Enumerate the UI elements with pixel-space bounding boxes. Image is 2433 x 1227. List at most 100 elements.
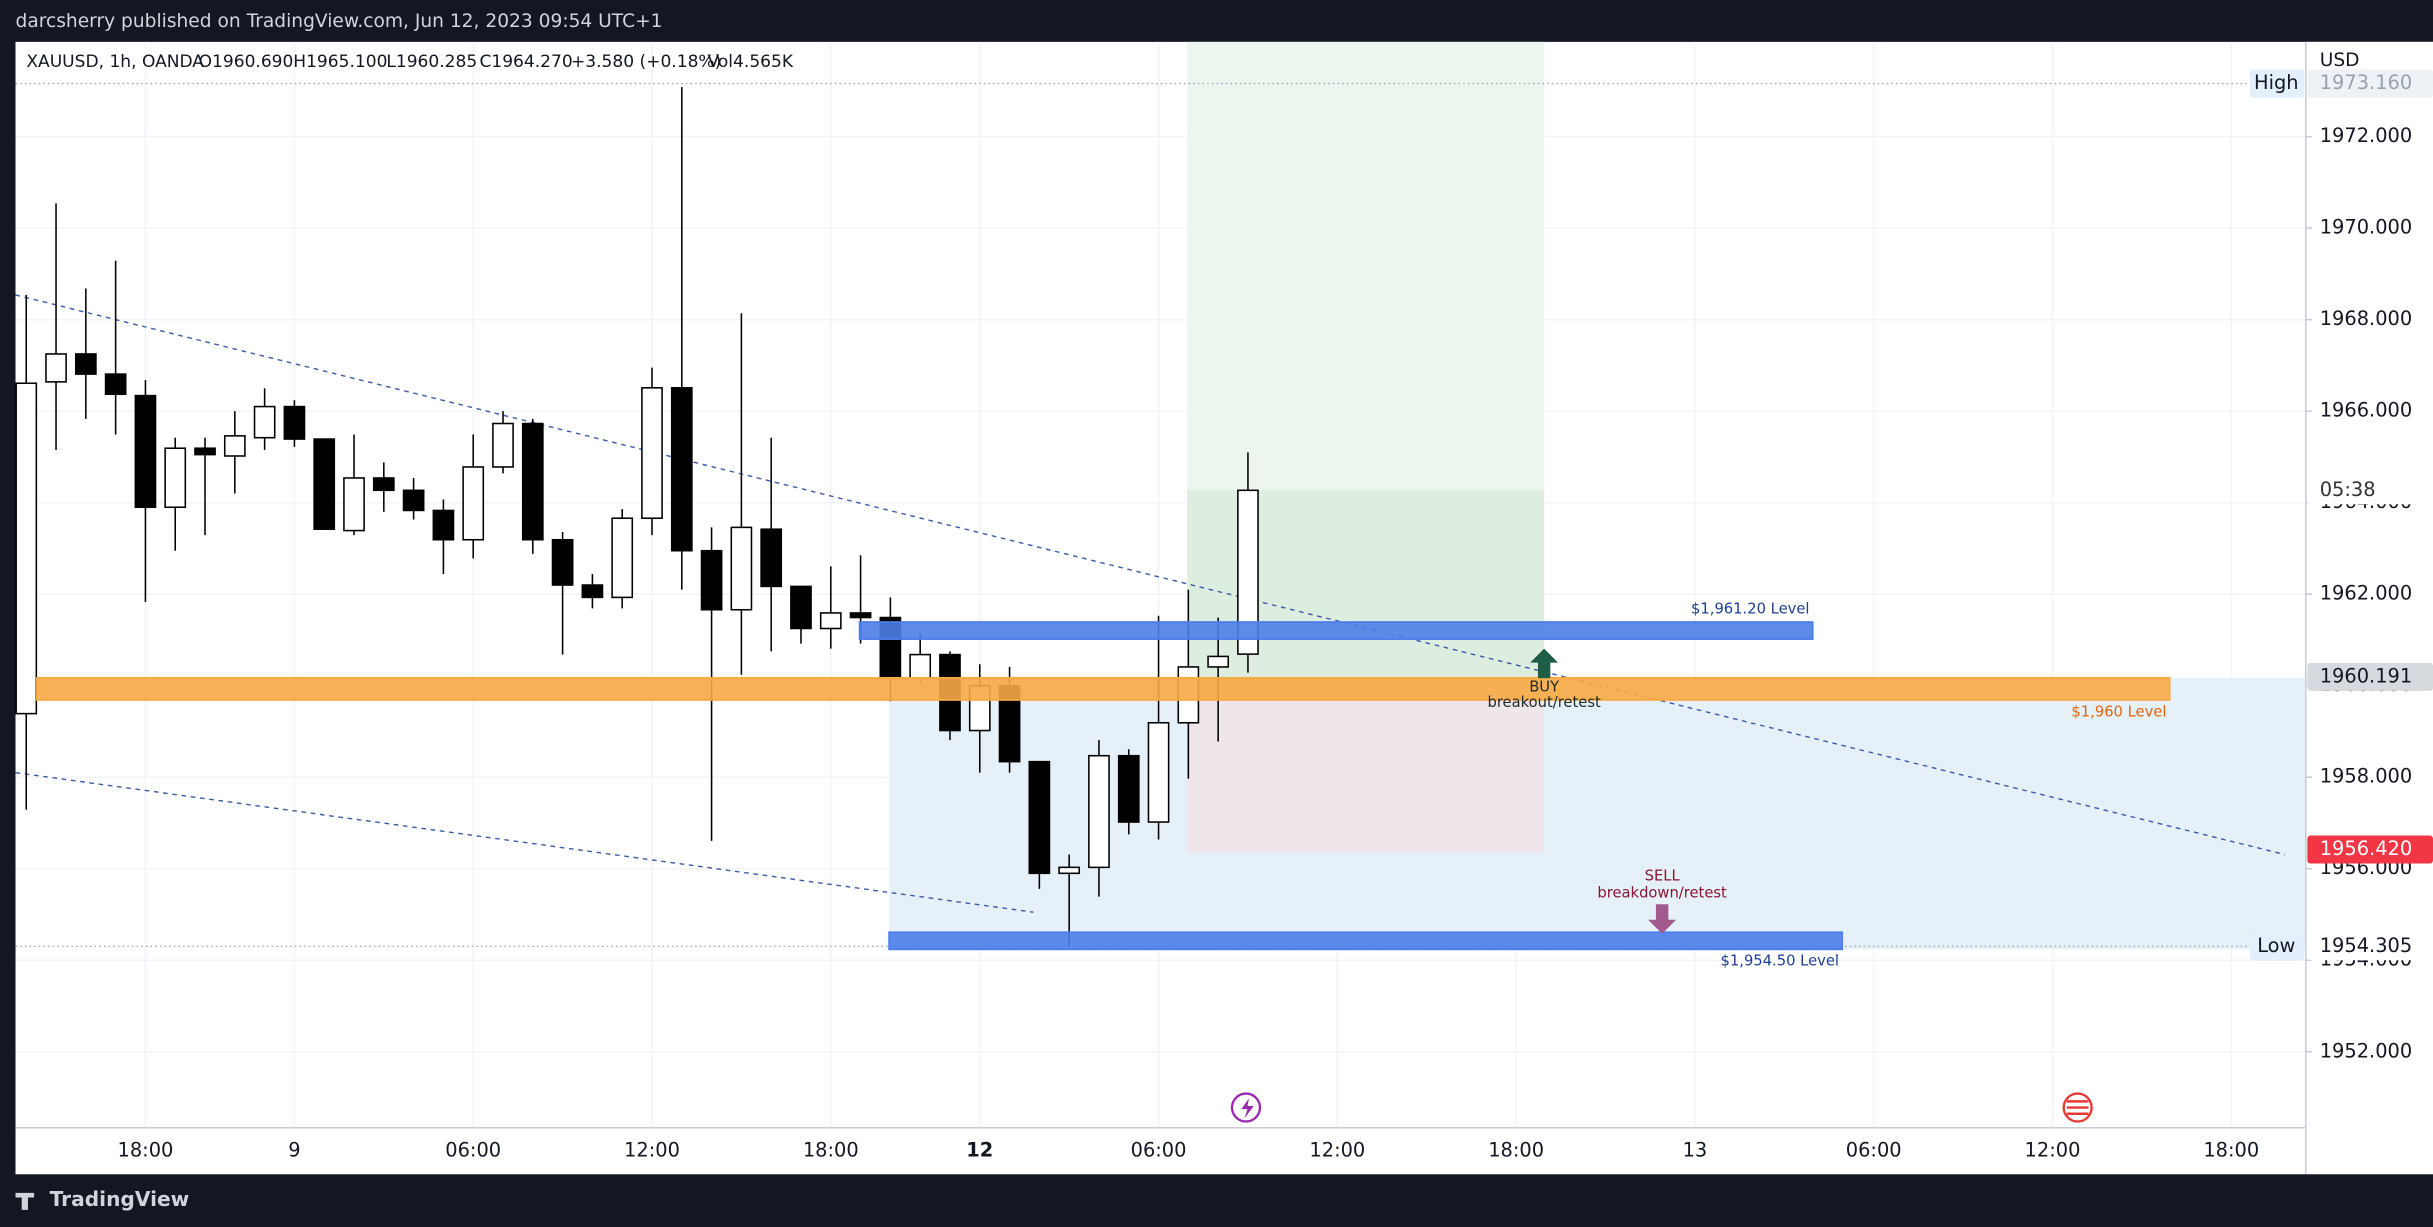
- signal-sublabel: breakout/retest: [1487, 694, 1601, 711]
- price-tag-box: [2249, 69, 2305, 98]
- candle-body: [462, 466, 485, 541]
- candle-body: [1058, 866, 1081, 875]
- trendline: [15, 771, 1034, 913]
- candle-body: [45, 353, 67, 383]
- price-tag: Low: [2257, 934, 2295, 957]
- level-zone: [36, 676, 2171, 701]
- level-label: $1,961.20 Level: [1691, 601, 1809, 618]
- candle-body: [611, 517, 634, 599]
- candle-body: [1028, 760, 1051, 875]
- candle-body: [1237, 489, 1259, 655]
- candle-body: [521, 422, 544, 541]
- brand-logo: [15, 1192, 35, 1210]
- trendline: [15, 294, 2286, 856]
- x-tick-label: 18:00: [118, 1138, 174, 1161]
- candle-body: [432, 509, 455, 541]
- candle-body: [760, 528, 783, 588]
- y-tick-label: 1958.000: [2320, 765, 2412, 788]
- signal-label: BUY: [1529, 678, 1560, 695]
- candle-body: [15, 382, 38, 715]
- candle-body: [372, 477, 395, 492]
- price-label: 05:38: [2320, 478, 2376, 501]
- event-icon-bolt: [1241, 1098, 1254, 1119]
- x-tick-label: 06:00: [1131, 1138, 1187, 1161]
- price-label-box: [2307, 835, 2433, 864]
- candle-body: [313, 438, 336, 530]
- x-tick-label: 9: [288, 1138, 300, 1161]
- candle-body: [134, 394, 157, 509]
- candle-body: [1207, 655, 1230, 668]
- ohlc-item: C1964.270: [479, 52, 572, 72]
- candle-body: [819, 612, 842, 630]
- level-zone: [888, 931, 1844, 951]
- signal-label: SELL: [1645, 867, 1681, 884]
- candle-body: [164, 447, 187, 509]
- price-label: 1956.420: [2320, 837, 2412, 860]
- price-label-box: [2307, 69, 2433, 98]
- candle-body: [670, 387, 693, 552]
- candle-body: [1147, 721, 1170, 823]
- x-tick-label: 12:00: [1309, 1138, 1365, 1161]
- candle-body: [253, 405, 276, 439]
- price-label-box: [2307, 476, 2433, 505]
- candle-body: [700, 549, 723, 611]
- x-tick-label: 13: [1683, 1138, 1708, 1161]
- x-tick-label: 18:00: [1488, 1138, 1544, 1161]
- ohlc-item: H1965.100: [293, 52, 387, 72]
- price-label: 1954.305: [2320, 934, 2412, 957]
- candle-body: [909, 653, 932, 679]
- x-tick-label: 12:00: [2025, 1138, 2081, 1161]
- ohlc-item: Vol4.565K: [708, 52, 794, 72]
- x-tick-label: 18:00: [2203, 1138, 2259, 1161]
- candle-body: [343, 477, 365, 532]
- price-tag-box: [2249, 932, 2305, 961]
- ohlc-item: L1960.285: [386, 52, 477, 72]
- candle-body: [581, 584, 604, 599]
- ohlc-item: +3.580 (+0.18%): [571, 52, 721, 72]
- publisher: darcsherry published on TradingView.com,…: [16, 11, 663, 32]
- candle-body: [551, 538, 574, 586]
- level-label: $1,960 Level: [2071, 703, 2166, 720]
- price-label-box: [2307, 662, 2433, 691]
- stop-zone: [1187, 677, 1545, 854]
- y-tick-label: 1966.000: [2320, 399, 2412, 422]
- candle-body: [1088, 754, 1110, 869]
- candle-body: [849, 612, 872, 619]
- brand: TradingView: [50, 1187, 190, 1211]
- candle-body: [790, 585, 812, 630]
- y-tick-label: 1952.000: [2320, 1039, 2412, 1062]
- candle-body: [1117, 754, 1140, 823]
- symbol: XAUUSD, 1h, OANDA: [26, 52, 204, 72]
- price-label-box: [2307, 932, 2433, 961]
- x-tick-label: 06:00: [445, 1138, 501, 1161]
- price-label: 1960.191: [2320, 664, 2412, 687]
- price-tag: High: [2254, 71, 2299, 94]
- y-tick-label: 1970.000: [2320, 216, 2412, 239]
- signal-arrow: [1530, 648, 1559, 679]
- y-tick-label: 1972.000: [2320, 124, 2412, 147]
- candle-body: [730, 526, 753, 611]
- price-label: 1973.160: [2320, 71, 2412, 94]
- ohlc-item: O1960.690: [199, 52, 294, 72]
- candle-body: [402, 489, 425, 512]
- x-tick-label: 06:00: [1846, 1138, 1902, 1161]
- level-zone: [858, 621, 1814, 640]
- signal-arrow: [1648, 904, 1677, 934]
- x-tick-label: 12:00: [624, 1138, 680, 1161]
- level-label: $1,954.50 Level: [1721, 953, 1839, 970]
- candle-body: [194, 447, 216, 456]
- candle-body: [492, 422, 514, 468]
- y-tick-label: 1968.000: [2320, 307, 2412, 330]
- y-tick-label: 1962.000: [2320, 582, 2412, 605]
- candle-body: [283, 405, 306, 440]
- x-tick-label: 12: [966, 1138, 993, 1161]
- signal-sublabel: breakdown/retest: [1597, 884, 1727, 901]
- x-tick-label: 18:00: [803, 1138, 859, 1161]
- candle-body: [641, 387, 663, 520]
- candle-body: [74, 353, 97, 375]
- candle-body: [104, 373, 127, 395]
- currency: USD: [2320, 50, 2360, 71]
- candle-body: [223, 435, 246, 457]
- event-icon-flag: [2066, 1100, 2089, 1116]
